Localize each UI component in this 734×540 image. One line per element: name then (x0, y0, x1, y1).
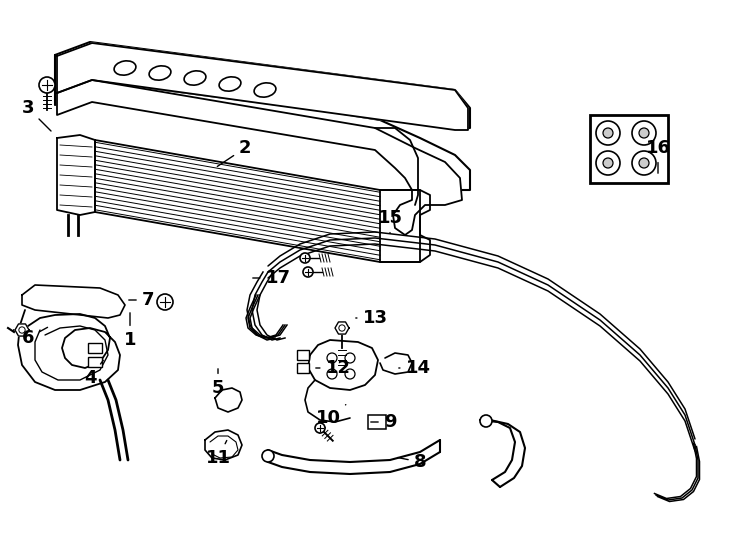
Circle shape (303, 267, 313, 277)
Circle shape (632, 151, 656, 175)
Circle shape (603, 158, 613, 168)
Bar (297, 363, 309, 373)
Text: 11: 11 (206, 441, 230, 467)
Polygon shape (380, 353, 412, 374)
Polygon shape (215, 388, 242, 412)
Bar (88, 357, 102, 367)
Polygon shape (22, 285, 125, 318)
Text: 5: 5 (211, 369, 225, 397)
Polygon shape (55, 42, 470, 128)
Circle shape (596, 151, 620, 175)
Text: 12: 12 (316, 359, 351, 377)
Circle shape (596, 121, 620, 145)
Bar (368, 415, 386, 429)
Circle shape (480, 415, 492, 427)
Polygon shape (57, 135, 95, 215)
Bar (88, 343, 102, 353)
Bar (297, 350, 309, 360)
Text: 1: 1 (124, 313, 137, 349)
Text: 4: 4 (84, 360, 103, 387)
Polygon shape (95, 140, 420, 262)
Circle shape (603, 128, 613, 138)
Polygon shape (308, 340, 378, 390)
Circle shape (157, 294, 173, 310)
Circle shape (639, 128, 649, 138)
Polygon shape (205, 430, 242, 460)
Text: 9: 9 (371, 413, 396, 431)
Text: 17: 17 (252, 269, 291, 287)
Polygon shape (18, 310, 120, 390)
Circle shape (39, 77, 55, 93)
Polygon shape (57, 43, 468, 130)
Text: 7: 7 (128, 291, 154, 309)
Text: 15: 15 (377, 209, 402, 233)
Polygon shape (380, 190, 430, 262)
Text: 2: 2 (217, 139, 251, 166)
Text: 6: 6 (22, 327, 48, 347)
Text: 3: 3 (22, 99, 51, 131)
Circle shape (315, 423, 325, 433)
Text: 13: 13 (356, 309, 388, 327)
Text: 16: 16 (645, 139, 670, 173)
Polygon shape (15, 324, 29, 336)
Polygon shape (335, 322, 349, 334)
Text: 8: 8 (398, 453, 426, 471)
Circle shape (639, 158, 649, 168)
Text: 14: 14 (399, 359, 431, 377)
Circle shape (632, 121, 656, 145)
Circle shape (300, 253, 310, 263)
Polygon shape (57, 80, 462, 235)
Bar (590, 115, 668, 183)
Text: 10: 10 (316, 404, 346, 427)
Circle shape (262, 450, 274, 462)
Polygon shape (55, 72, 470, 190)
